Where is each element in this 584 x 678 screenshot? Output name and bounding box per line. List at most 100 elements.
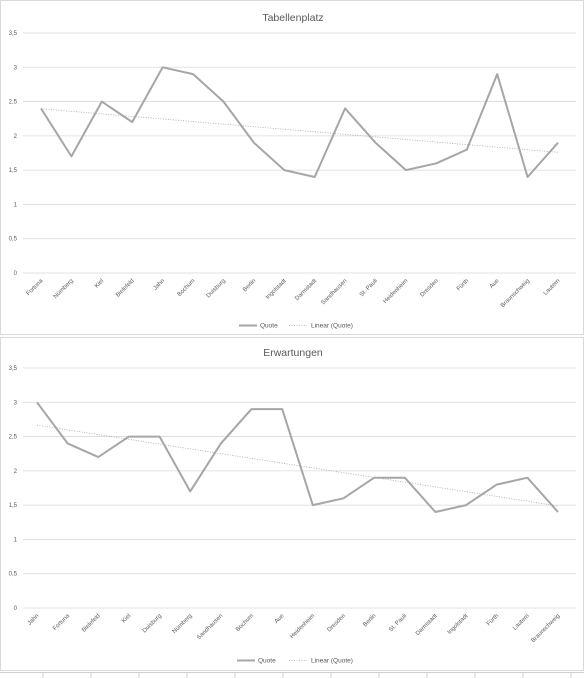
x-tick-label: Braunschweig <box>531 613 562 644</box>
y-tick-label: 1,5 <box>9 168 18 174</box>
x-tick-label: Lautern <box>512 613 531 632</box>
legend: Quote Linear (Quote) <box>239 323 353 330</box>
data-point <box>435 162 437 164</box>
chart-tabellenplatz-svg: Tabellenplatz 0 0,5 1 1,5 2 2,5 3 3,5 Fortuna Nü… <box>9 12 576 330</box>
y-tick-label: 2,5 <box>9 435 18 441</box>
x-tick-label: Ingolstadt <box>447 613 470 636</box>
y-tick-label: 3,5 <box>9 31 18 37</box>
data-point <box>159 436 161 438</box>
y-axis-tick-labels: 0 0,5 1 1,5 2 2,5 3 3,5 <box>9 366 18 612</box>
y-tick-label: 0 <box>14 271 18 277</box>
legend-trend-label: Linear (Quote) <box>311 323 353 330</box>
data-point <box>466 149 468 151</box>
x-tick-label: Jahn <box>27 613 40 626</box>
data-point <box>404 477 406 479</box>
x-tick-label: Duisburg <box>142 613 163 634</box>
data-point <box>314 176 316 178</box>
data-point <box>312 504 314 506</box>
data-point <box>101 101 103 103</box>
x-tick-label: Sandhausen <box>320 278 348 306</box>
x-tick-label: Lautern <box>543 278 562 297</box>
data-point <box>192 73 194 75</box>
x-tick-label: Sandhausen <box>196 613 224 641</box>
x-tick-label: Berlin <box>362 613 377 628</box>
trendline <box>36 424 559 507</box>
y-tick-label: 3 <box>14 400 18 406</box>
series-line-quote <box>36 401 559 513</box>
legend: Quote Linear (Quote) <box>237 658 353 665</box>
y-axis-tick-labels: 0 0,5 1 1,5 2 2,5 3 3,5 <box>9 31 18 277</box>
data-point <box>40 107 42 109</box>
x-tick-label: Braunschweig <box>500 278 531 309</box>
x-tick-label: Fürth <box>486 613 500 627</box>
y-tick-label: 0 <box>14 606 18 612</box>
y-tick-label: 3 <box>14 65 18 71</box>
x-tick-label: Nürnberg <box>53 278 75 300</box>
data-point <box>283 169 285 171</box>
data-point <box>251 408 253 410</box>
chart-tabellenplatz[interactable]: Tabellenplatz 0 0,5 1 1,5 2 2,5 3 3,5 Fortuna Nü… <box>0 0 584 335</box>
x-tick-label: Nürnberg <box>172 613 194 635</box>
y-tick-label: 2 <box>14 134 18 140</box>
chart-erwartungen[interactable]: Erwartungen 0 0,5 1 1,5 2 2,5 3 3,5 Jahn Fortuna… <box>0 337 584 671</box>
y-tick-label: 1 <box>14 202 18 208</box>
x-tick-label: Heidenheim <box>382 278 409 305</box>
x-tick-label: St. Pauli <box>359 278 379 298</box>
data-point <box>253 142 255 144</box>
gridlines <box>23 32 576 274</box>
x-tick-label: Fortuna <box>26 278 45 297</box>
trendline-layer <box>36 424 559 507</box>
chart-title: Erwartungen <box>263 347 323 359</box>
data-point <box>465 504 467 506</box>
legend-quote-label: Quote <box>260 323 278 330</box>
data-point <box>496 73 498 75</box>
series-layer <box>36 401 559 513</box>
series-layer <box>40 66 559 178</box>
data-point <box>405 169 407 171</box>
legend-quote-label: Quote <box>258 658 276 665</box>
y-tick-label: 1 <box>14 537 18 543</box>
data-point <box>526 477 528 479</box>
y-tick-label: 2,5 <box>9 100 18 106</box>
x-tick-label: Bielefeld <box>115 278 136 299</box>
data-point <box>496 484 498 486</box>
y-tick-label: 2 <box>14 469 18 475</box>
data-point <box>222 101 224 103</box>
x-axis-tick-labels: Fortuna Nürnberg Kiel Bielefeld Jahn Bochum Du… <box>26 278 562 309</box>
y-tick-label: 3,5 <box>9 366 18 372</box>
series-line-quote <box>40 66 559 178</box>
x-tick-label: Aue <box>274 613 286 625</box>
chart-erwartungen-svg: Erwartungen 0 0,5 1 1,5 2 2,5 3 3,5 Jahn Fortuna… <box>9 347 576 665</box>
data-point <box>67 442 69 444</box>
x-tick-label: Bielefeld <box>81 613 102 634</box>
x-tick-label: Dresden <box>419 278 439 298</box>
data-point <box>189 490 191 492</box>
legend-trend-label: Linear (Quote) <box>311 658 353 665</box>
y-tick-label: 0,5 <box>9 237 18 243</box>
x-tick-label: Berlin <box>242 278 257 293</box>
x-tick-label: Bochum <box>235 613 255 633</box>
data-point <box>344 107 346 109</box>
data-point <box>527 176 529 178</box>
x-tick-label: Darmstadt <box>415 613 439 637</box>
data-point <box>162 66 164 68</box>
x-tick-label: Ingolstadt <box>265 278 288 301</box>
x-tick-label: Duisburg <box>206 278 227 299</box>
x-axis-tick-labels: Jahn Fortuna Bielefeld Kiel Duisburg Nürnberg… <box>27 613 561 644</box>
data-point <box>128 436 130 438</box>
x-tick-label: Aue <box>489 278 501 290</box>
data-point <box>434 511 436 513</box>
y-tick-label: 1,5 <box>9 503 18 509</box>
data-point <box>557 511 559 513</box>
data-point <box>97 456 99 458</box>
x-tick-label: Kiel <box>121 613 132 624</box>
x-tick-label: Kiel <box>94 278 105 289</box>
data-point <box>70 155 72 157</box>
sheet-column-ruler <box>0 672 584 678</box>
x-tick-label: St. Pauli <box>388 613 408 633</box>
x-tick-label: Fürth <box>456 278 470 292</box>
data-point <box>281 408 283 410</box>
chart-title: Tabellenplatz <box>262 12 323 24</box>
gridlines <box>23 367 576 609</box>
data-point <box>373 477 375 479</box>
